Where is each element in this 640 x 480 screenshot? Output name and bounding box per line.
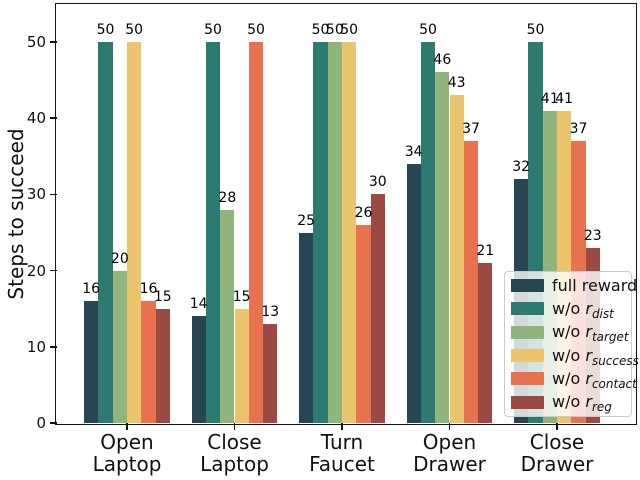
bar-value-label: 28: [218, 189, 237, 206]
y-tick-mark: [50, 269, 57, 272]
bar: [155, 308, 170, 423]
y-tick-mark: [50, 346, 57, 348]
bar-value-label: 32: [512, 159, 531, 176]
bar: [342, 42, 357, 423]
bar-value-label: 50: [311, 22, 330, 38]
y-tick-mark: [50, 117, 57, 119]
y-tick-label: 20: [26, 261, 46, 280]
legend-item-label: full reward: [552, 275, 638, 295]
bar: [234, 308, 249, 423]
bar: [420, 42, 436, 423]
y-tick-mark: [50, 41, 57, 43]
bar: [463, 141, 479, 423]
bar-value-label: 37: [569, 121, 588, 138]
bar-value-label: 30: [368, 174, 387, 191]
x-tick-mark: [341, 423, 343, 430]
bar-value-label: 21: [476, 242, 495, 259]
bar-value-label: 16: [82, 281, 101, 298]
y-tick-label: 10: [26, 337, 46, 356]
bar-value-label: 14: [189, 296, 208, 313]
bar: [141, 301, 156, 423]
legend-item: w/o rsuccess: [505, 345, 639, 367]
bar: [370, 194, 385, 423]
bar: [248, 42, 264, 423]
bar: [112, 270, 127, 423]
bar-value-label: 50: [325, 22, 344, 38]
bar-value-label: 34: [404, 143, 423, 160]
bar-value-label: 25: [297, 212, 316, 229]
bar: [435, 72, 450, 423]
legend-item-label: w/o rreg: [552, 392, 612, 415]
bar: [191, 316, 206, 423]
bar: [220, 209, 235, 423]
legend-item-label: w/o rdist: [552, 298, 614, 322]
y-tick-label: 0: [36, 414, 46, 432]
legend-item-label: w/o rsuccess: [552, 345, 639, 368]
y-tick-label: 40: [26, 109, 46, 128]
bar-value-label: 15: [232, 288, 251, 305]
bar-value-label: 20: [110, 250, 129, 267]
legend-swatch: [511, 372, 544, 386]
bar-value-label: 37: [462, 121, 480, 138]
bar: [127, 42, 142, 423]
legend-item-label: w/o rtarget: [552, 322, 629, 345]
bar-value-label: 50: [526, 22, 545, 38]
legend-swatch: [511, 349, 544, 363]
bar: [98, 42, 113, 423]
bar-value-label: 23: [583, 227, 602, 244]
legend-swatch: [511, 302, 544, 316]
bar: [356, 224, 371, 423]
y-tick-label: 30: [26, 185, 46, 204]
y-tick-mark: [50, 193, 57, 196]
bar-value-label: 50: [204, 22, 222, 38]
legend-item: w/o rcontact: [505, 368, 637, 390]
bar-value-label: 50: [96, 22, 115, 38]
bar: [449, 95, 464, 423]
bar-value-label: 13: [261, 303, 280, 320]
bar: [406, 163, 421, 423]
x-tick-mark: [448, 423, 451, 430]
x-tick-label: Close Laptop: [200, 430, 269, 476]
bar: [478, 262, 493, 423]
legend-item: w/o rreg: [505, 391, 631, 413]
x-tick-mark: [556, 423, 558, 430]
bar: [263, 323, 278, 423]
bar-value-label: 43: [447, 75, 466, 92]
bar: [84, 301, 99, 423]
x-tick-label: Open Drawer: [413, 430, 486, 476]
bar-value-label: 50: [247, 22, 265, 38]
x-tick-mark: [233, 423, 236, 430]
y-tick-mark: [50, 422, 57, 424]
legend: full reward w/o rdist w/o rtarget w/o rsucc…: [504, 271, 639, 417]
legend-item: full reward: [505, 275, 637, 297]
bar-value-label: 26: [354, 204, 373, 221]
bar-value-label: 41: [540, 90, 559, 107]
legend-swatch: [511, 279, 544, 293]
bar: [205, 42, 221, 423]
x-tick-mark: [126, 423, 128, 430]
bar-value-label: 46: [433, 52, 452, 69]
bar-value-label: 41: [555, 90, 574, 107]
legend-item: w/o rdist: [505, 298, 631, 320]
legend-swatch: [511, 325, 544, 339]
x-tick-label: Open Laptop: [92, 430, 162, 476]
bar: [327, 42, 342, 423]
bar-value-label: 15: [153, 288, 172, 305]
bar-value-label: 50: [340, 22, 359, 38]
bar-value-label: 16: [139, 281, 158, 298]
y-tick-label: 50: [26, 33, 46, 51]
legend-item: w/o rtarget: [505, 321, 631, 345]
bar-value-label: 50: [125, 22, 144, 38]
bar: [299, 232, 314, 423]
x-tick-label: Close Drawer: [520, 430, 594, 476]
legend-swatch: [511, 395, 544, 409]
bar-value-label: 50: [419, 22, 437, 38]
bar: [313, 42, 328, 423]
legend-item-label: w/o rcontact: [552, 368, 637, 392]
x-tick-label: Turn Faucet: [309, 430, 375, 476]
